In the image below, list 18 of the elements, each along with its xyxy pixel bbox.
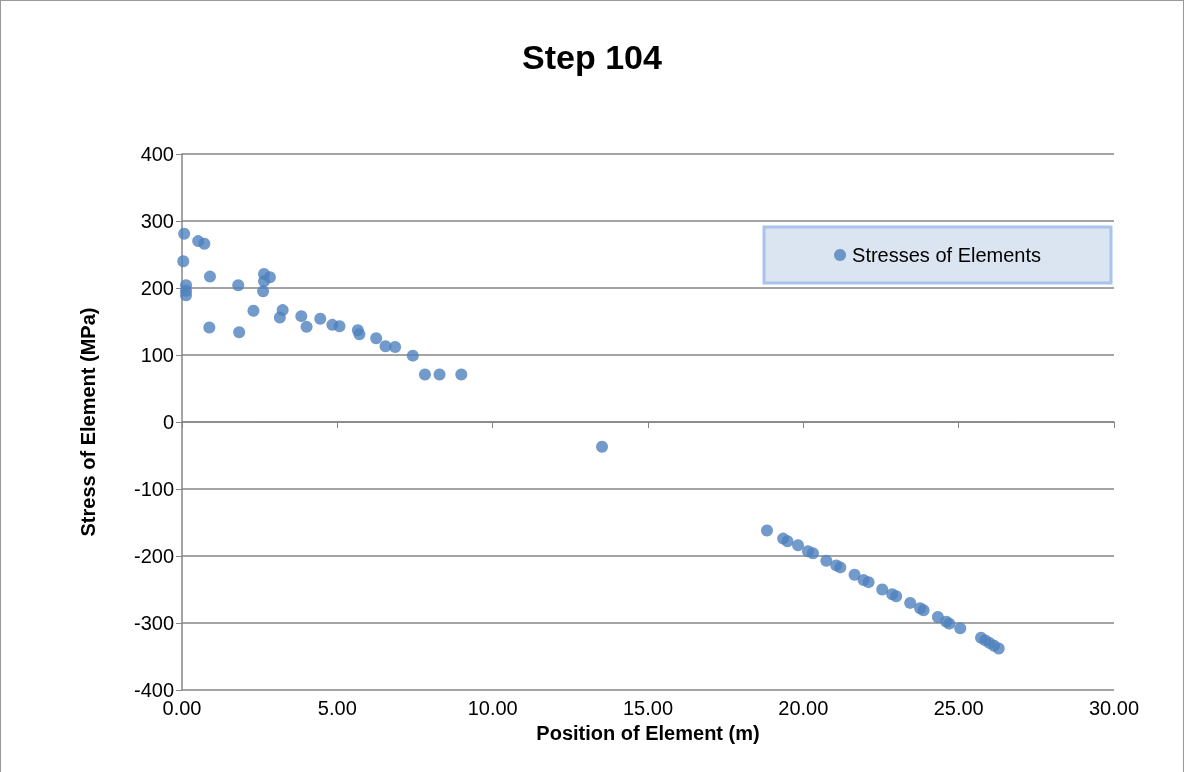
x-tick-label: 30.00 xyxy=(1088,697,1140,719)
y-tick-label: -200 xyxy=(133,545,174,567)
y-axis-title: Stress of Element (MPa) xyxy=(77,307,99,537)
y-tick-label: 300 xyxy=(140,210,174,232)
y-tick-label: -300 xyxy=(133,612,174,634)
y-tick-label: -100 xyxy=(133,478,174,500)
x-tick-label: 20.00 xyxy=(778,697,829,719)
chart-title: Step 104 xyxy=(522,38,663,76)
y-tick-label: 0 xyxy=(162,411,174,433)
x-tick-label: 15.00 xyxy=(622,697,674,719)
x-tick-label: 10.00 xyxy=(467,697,518,719)
y-tick-label: 100 xyxy=(140,344,174,366)
x-tick-label: 25.00 xyxy=(933,697,984,719)
x-axis-title: Position of Element (m) xyxy=(536,721,760,744)
x-tick-label: 5.00 xyxy=(317,697,357,719)
y-tick-label: 400 xyxy=(140,143,174,165)
y-tick-label: 200 xyxy=(140,277,174,299)
legend-label: Stresses of Elements xyxy=(852,244,1041,266)
